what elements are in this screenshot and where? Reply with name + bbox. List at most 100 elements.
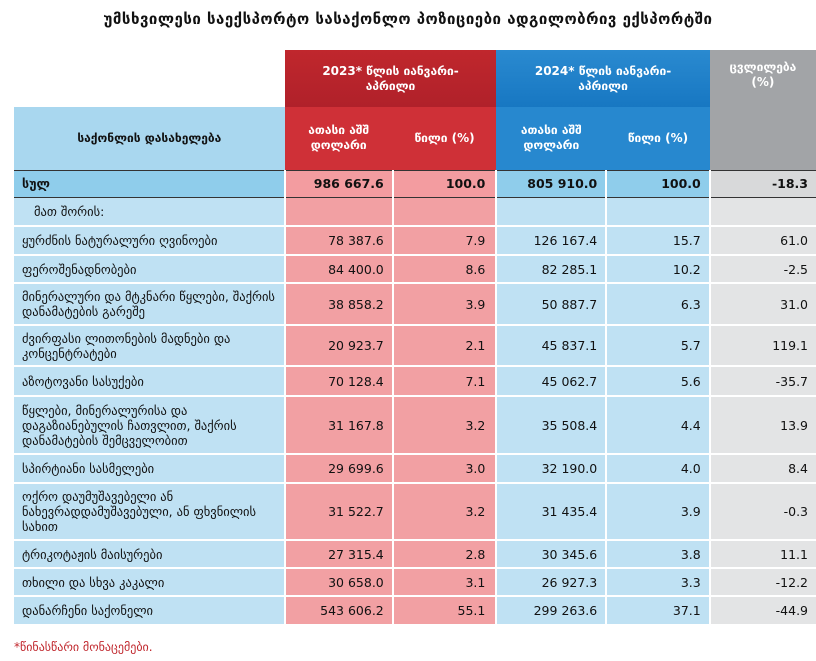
share-2023: 7.1 bbox=[391, 366, 497, 397]
value-2024: 50 887.7 bbox=[495, 283, 607, 326]
value-2023: 30 658.0 bbox=[283, 568, 393, 597]
share-2024: 5.6 bbox=[605, 366, 710, 397]
value-2023: 31 522.7 bbox=[283, 483, 393, 541]
share-2023: 2.8 bbox=[391, 540, 497, 569]
share-2024: 3.8 bbox=[605, 540, 710, 569]
header-value-2023: ათასი აშშ დოლარი bbox=[284, 107, 393, 170]
change: -35.7 bbox=[708, 366, 816, 397]
share-2024: 3.9 bbox=[605, 483, 710, 541]
change: -44.9 bbox=[708, 596, 816, 626]
table-row: ტრიკოტაჟის მაისურები 27 315.4 2.8 30 345… bbox=[14, 540, 816, 569]
change: 8.4 bbox=[708, 454, 816, 484]
header-value-2024: ათასი აშშ დოლარი bbox=[496, 107, 607, 170]
value-2023: 31 167.8 bbox=[283, 396, 393, 455]
commodity-name: სპირტიანი სასმელები bbox=[14, 454, 285, 484]
header-commodity-name: საქონლის დასახელება bbox=[14, 107, 285, 170]
empty-cell bbox=[391, 197, 497, 227]
value-2024: 30 345.6 bbox=[495, 540, 607, 569]
share-2024: 3.3 bbox=[605, 568, 710, 597]
value-2023: 29 699.6 bbox=[283, 454, 393, 484]
share-2023: 3.9 bbox=[391, 283, 497, 326]
total-name: სულ bbox=[14, 169, 285, 198]
header-period-2023: 2023* წლის იანვარი-აპრილი bbox=[284, 50, 497, 107]
of-which-row: მათ შორის: bbox=[14, 197, 816, 227]
commodity-name: თხილი და სხვა კაკალი bbox=[14, 568, 285, 597]
header-period-2024: 2024* წლის იანვარი-აპრილი bbox=[496, 50, 710, 107]
table-row: აზოტოვანი სასუქები 70 128.4 7.1 45 062.7… bbox=[14, 366, 816, 397]
value-2023: 38 858.2 bbox=[283, 283, 393, 326]
table-row: წყლები, მინერალურისა და დაგაზიანებულის ჩ… bbox=[14, 396, 816, 455]
commodity-name: წყლები, მინერალურისა და დაგაზიანებულის ჩ… bbox=[14, 396, 285, 455]
value-2024: 45 837.1 bbox=[495, 325, 607, 367]
commodity-name: აზოტოვანი სასუქები bbox=[14, 366, 285, 397]
empty-cell bbox=[495, 197, 607, 227]
commodity-name: ყურძნის ნატურალური ღვინოები bbox=[14, 226, 285, 256]
page-title: უმსხვილესი საექსპორტო სასაქონლო პოზიციებ… bbox=[103, 10, 713, 28]
total-value-2023: 986 667.6 bbox=[283, 169, 393, 198]
change: -12.2 bbox=[708, 568, 816, 597]
share-2023: 2.1 bbox=[391, 325, 497, 367]
share-2023: 7.9 bbox=[391, 226, 497, 256]
value-2024: 126 167.4 bbox=[495, 226, 607, 256]
commodity-name: მინერალური და მტკნარი წყლები, შაქრის დან… bbox=[14, 283, 285, 326]
commodity-name: ძვირფასი ლითონების მადნები და კონცენტრატ… bbox=[14, 325, 285, 367]
change: 119.1 bbox=[708, 325, 816, 367]
total-share-2024: 100.0 bbox=[605, 169, 710, 198]
share-2023: 8.6 bbox=[391, 255, 497, 284]
table-row: დანარჩენი საქონელი 543 606.2 55.1 299 26… bbox=[14, 596, 816, 626]
table-row: სპირტიანი სასმელები 29 699.6 3.0 32 190.… bbox=[14, 454, 816, 484]
change: 61.0 bbox=[708, 226, 816, 256]
change: 31.0 bbox=[708, 283, 816, 326]
share-2023: 3.2 bbox=[391, 396, 497, 455]
share-2023: 3.1 bbox=[391, 568, 497, 597]
header-blank bbox=[14, 50, 285, 107]
share-2024: 15.7 bbox=[605, 226, 710, 256]
share-2023: 3.0 bbox=[391, 454, 497, 484]
table-row: ყურძნის ნატურალური ღვინოები 78 387.6 7.9… bbox=[14, 226, 816, 256]
header-share-2024: წილი (%) bbox=[606, 107, 710, 170]
share-2024: 5.7 bbox=[605, 325, 710, 367]
table-row: ოქრო დაუმუშავებელი ან ნახევრადდამუშავებუ… bbox=[14, 483, 816, 541]
change: -2.5 bbox=[708, 255, 816, 284]
of-which-label: მათ შორის: bbox=[14, 197, 285, 227]
empty-cell bbox=[283, 197, 393, 227]
share-2023: 3.2 bbox=[391, 483, 497, 541]
empty-cell bbox=[708, 197, 816, 227]
share-2024: 10.2 bbox=[605, 255, 710, 284]
header-change: ცვლილება (%) bbox=[709, 50, 816, 170]
value-2023: 20 923.7 bbox=[283, 325, 393, 367]
total-change: -18.3 bbox=[708, 169, 816, 198]
share-2023: 55.1 bbox=[391, 596, 497, 626]
table-row: მინერალური და მტკნარი წყლები, შაქრის დან… bbox=[14, 283, 816, 326]
change: -0.3 bbox=[708, 483, 816, 541]
value-2024: 82 285.1 bbox=[495, 255, 607, 284]
header-share-2023: წილი (%) bbox=[392, 107, 497, 170]
value-2024: 32 190.0 bbox=[495, 454, 607, 484]
total-share-2023: 100.0 bbox=[391, 169, 497, 198]
value-2023: 543 606.2 bbox=[283, 596, 393, 626]
commodity-name: ტრიკოტაჟის მაისურები bbox=[14, 540, 285, 569]
commodity-name: ფეროშენადნობები bbox=[14, 255, 285, 284]
commodity-name: დანარჩენი საქონელი bbox=[14, 596, 285, 626]
value-2024: 31 435.4 bbox=[495, 483, 607, 541]
value-2023: 27 315.4 bbox=[283, 540, 393, 569]
table-row: ძვირფასი ლითონების მადნები და კონცენტრატ… bbox=[14, 325, 816, 367]
value-2024: 299 263.6 bbox=[495, 596, 607, 626]
commodity-name: ოქრო დაუმუშავებელი ან ნახევრადდამუშავებუ… bbox=[14, 483, 285, 541]
value-2023: 78 387.6 bbox=[283, 226, 393, 256]
value-2023: 84 400.0 bbox=[283, 255, 393, 284]
table-row: ფეროშენადნობები 84 400.0 8.6 82 285.1 10… bbox=[14, 255, 816, 284]
change: 11.1 bbox=[708, 540, 816, 569]
share-2024: 4.0 bbox=[605, 454, 710, 484]
total-value-2024: 805 910.0 bbox=[495, 169, 607, 198]
export-table: 2023* წლის იანვარი-აპრილი 2024* წლის იან… bbox=[14, 50, 816, 626]
table-row: თხილი და სხვა კაკალი 30 658.0 3.1 26 927… bbox=[14, 568, 816, 597]
empty-cell bbox=[605, 197, 710, 227]
footnote: *წინასწარი მონაცემები. bbox=[14, 640, 153, 654]
value-2024: 35 508.4 bbox=[495, 396, 607, 455]
share-2024: 37.1 bbox=[605, 596, 710, 626]
total-row: სულ 986 667.6 100.0 805 910.0 100.0 -18.… bbox=[14, 169, 816, 198]
share-2024: 4.4 bbox=[605, 396, 710, 455]
share-2024: 6.3 bbox=[605, 283, 710, 326]
change: 13.9 bbox=[708, 396, 816, 455]
